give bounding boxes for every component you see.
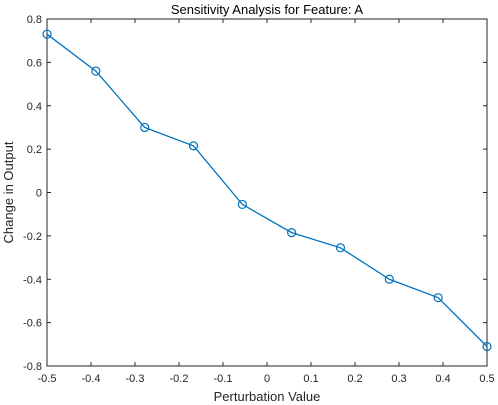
- y-tick-label: 0.2: [27, 144, 42, 156]
- y-tick-label: -0.4: [23, 274, 42, 286]
- data-point: [237, 199, 247, 210]
- y-tick-label: 0.6: [27, 57, 42, 69]
- y-tick-label: -0.6: [23, 318, 42, 330]
- y-tick-label: -0.8: [23, 361, 42, 373]
- data-point: [384, 274, 394, 284]
- y-tick-label: 0: [36, 188, 42, 200]
- x-tick-label: 0.3: [391, 373, 406, 385]
- x-axis-label: Perturbation Value: [214, 389, 321, 404]
- x-tick-label: -0.4: [82, 373, 101, 385]
- x-tick-label: -0.5: [38, 373, 57, 385]
- chart-title: Sensitivity Analysis for Feature: A: [171, 2, 364, 17]
- data-markers: [42, 29, 492, 352]
- x-tick-label: 0.5: [479, 373, 494, 385]
- data-point: [140, 122, 150, 133]
- x-tick-label: 0.1: [303, 373, 318, 385]
- data-point: [287, 228, 297, 238]
- x-tick-label: 0.4: [435, 373, 450, 385]
- series-line: [46, 33, 488, 347]
- x-tick-label: -0.2: [170, 373, 189, 385]
- x-tick-label: -0.3: [126, 373, 145, 385]
- y-axis: -0.8 -0.6 -0.4 -0.2 0 0.2 0.4 0.6 0.8: [23, 14, 487, 373]
- data-point: [188, 141, 199, 151]
- y-tick-label: 0.4: [27, 101, 42, 113]
- data-point: [335, 243, 346, 253]
- data-point: [42, 29, 52, 39]
- data-point: [482, 341, 492, 352]
- y-tick-label: -0.2: [23, 231, 42, 243]
- x-tick-label: -0.1: [214, 373, 233, 385]
- x-tick-label: 0: [264, 373, 270, 385]
- y-tick-label: 0.8: [27, 14, 42, 26]
- plot-area: [46, 18, 488, 367]
- x-axis: -0.5 -0.4 -0.3 -0.2 -0.1 0 0.1 0.2 0.3 0.4 0.5: [38, 19, 495, 385]
- y-axis-label: Change in Output: [1, 141, 16, 243]
- data-point: [91, 66, 101, 76]
- data-point: [433, 293, 443, 303]
- x-tick-label: 0.2: [347, 373, 362, 385]
